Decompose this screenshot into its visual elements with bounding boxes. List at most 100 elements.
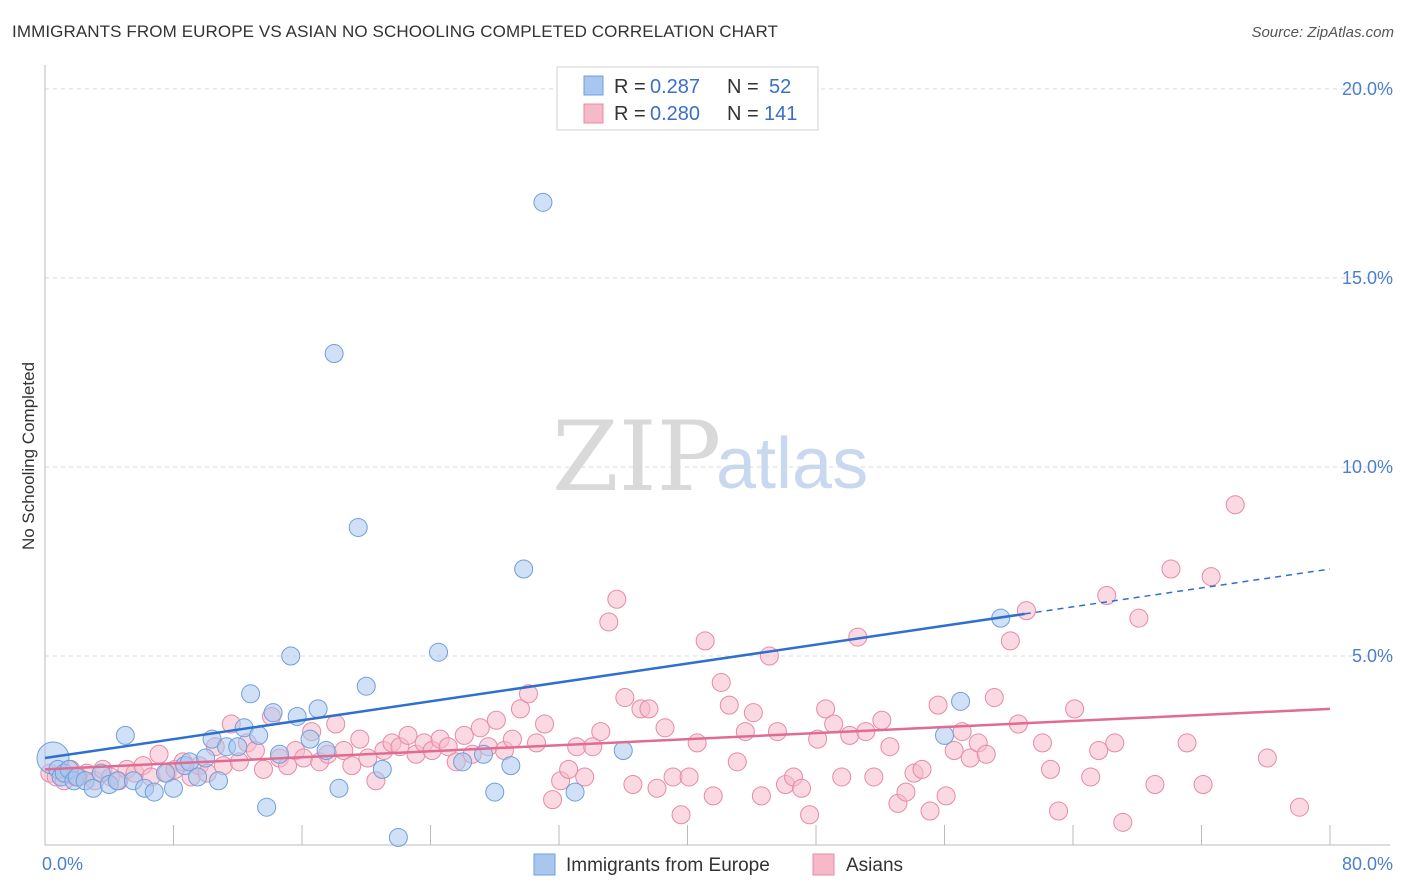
asian-point	[671, 805, 691, 825]
europe-point	[372, 759, 392, 779]
asian-point	[832, 767, 852, 787]
asian-trend-line	[44, 707, 1331, 771]
watermark-zip: ZIP	[552, 401, 721, 513]
y-tick-label: 5.0%	[1352, 646, 1393, 666]
asian-point	[1049, 801, 1069, 821]
asian-point	[808, 729, 828, 749]
europe-point	[107, 771, 127, 791]
x-tick-label: 0.0%	[42, 854, 83, 874]
asian-point	[639, 699, 659, 719]
asian-point	[1161, 559, 1181, 579]
asian-point	[543, 790, 563, 810]
europe-point	[329, 778, 349, 798]
europe-point	[188, 767, 208, 787]
europe-point	[951, 691, 971, 711]
axes	[44, 65, 1390, 846]
asian-point	[711, 672, 731, 692]
asian-point	[1129, 608, 1149, 628]
asian-point	[518, 684, 538, 704]
europe-point	[429, 642, 449, 662]
gridlines	[45, 88, 1390, 657]
watermark-atlas: atlas	[716, 424, 868, 504]
asian-point	[575, 767, 595, 787]
europe-point	[115, 725, 135, 745]
asian-point	[1041, 759, 1061, 779]
asian-point	[527, 733, 547, 753]
asian-point	[896, 782, 916, 802]
asian-n-value: 141	[764, 103, 797, 125]
asian-point	[936, 786, 956, 806]
asian-point	[398, 725, 418, 745]
asian-point	[1201, 567, 1221, 587]
europe-point	[300, 729, 320, 749]
asian-point	[607, 589, 627, 609]
y-tick-labels: 5.0% 10.0% 15.0% 20.0%	[1342, 79, 1393, 666]
asian-point	[1032, 733, 1052, 753]
asian-point	[1113, 812, 1133, 832]
y-tick-label: 10.0%	[1342, 457, 1393, 477]
asian-point	[816, 699, 836, 719]
legend-label-europe: Immigrants from Europe	[566, 855, 770, 876]
europe-points	[36, 192, 1011, 847]
asian-point	[615, 688, 635, 708]
asian-point	[358, 748, 378, 768]
asian-point	[912, 759, 932, 779]
watermark: ZIP atlas	[552, 401, 868, 513]
asian-point	[703, 786, 723, 806]
asian-point	[1081, 767, 1101, 787]
asian-point	[928, 695, 948, 715]
europe-point	[485, 782, 505, 802]
europe-point	[270, 744, 290, 764]
europe-point	[514, 559, 534, 579]
europe-point	[228, 737, 248, 757]
asian-point	[976, 744, 996, 764]
asian-point	[342, 756, 362, 776]
europe-point	[935, 725, 954, 745]
asian-point	[253, 759, 273, 779]
asian-point	[751, 786, 771, 806]
asian-point	[1225, 495, 1245, 515]
asian-point	[470, 718, 490, 738]
y-tick-label: 20.0%	[1342, 79, 1393, 99]
asian-point	[326, 714, 346, 734]
stats-legend: R = 0.287 N = 52 R = 0.280 N = 141	[556, 66, 819, 131]
europe-point	[249, 725, 269, 745]
asian-point	[1289, 797, 1309, 817]
asian-point	[1089, 740, 1109, 760]
legend-label-asians: Asians	[846, 855, 903, 876]
asian-point	[687, 733, 707, 753]
europe-point	[241, 684, 261, 704]
europe-n-value: 52	[769, 76, 791, 98]
x-tick-labels: 0.0% 80.0%	[42, 854, 1393, 874]
y-tick-label: 15.0%	[1342, 268, 1393, 288]
asian-point	[767, 722, 787, 742]
asian-point	[695, 631, 715, 651]
asian-point	[872, 710, 892, 730]
asian-point	[567, 737, 587, 757]
europe-point	[613, 740, 633, 760]
asian-point	[599, 612, 619, 632]
asian-point	[655, 718, 675, 738]
asian-point	[719, 695, 739, 715]
series-legend: Immigrants from Europe Asians	[533, 853, 903, 876]
asian-point	[743, 703, 763, 723]
asian-point	[454, 725, 474, 745]
asian-point	[623, 775, 643, 795]
europe-trend-line	[44, 612, 1025, 760]
europe-r-label: R =	[614, 76, 646, 98]
europe-point	[208, 771, 228, 791]
asian-point	[944, 740, 964, 760]
asian-point	[647, 778, 667, 798]
asian-point	[840, 725, 860, 745]
x-tick-label: 80.0%	[1342, 854, 1393, 874]
asian-r-value: 0.280	[650, 103, 700, 125]
asian-point	[149, 744, 169, 764]
source-credit: Source: ZipAtlas.com	[1251, 24, 1394, 41]
europe-point	[356, 676, 376, 696]
europe-legend-swatch	[583, 75, 604, 96]
europe-point	[196, 748, 216, 768]
europe-point	[565, 782, 585, 802]
asian-point	[1193, 775, 1213, 795]
legend-swatch-europe	[533, 853, 556, 876]
